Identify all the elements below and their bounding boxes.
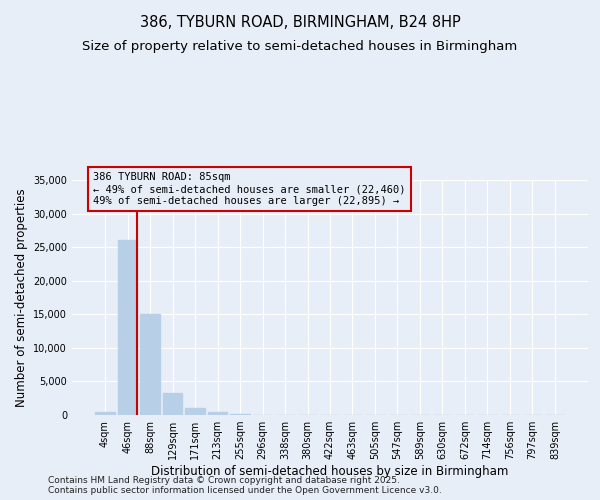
Text: 386, TYBURN ROAD, BIRMINGHAM, B24 8HP: 386, TYBURN ROAD, BIRMINGHAM, B24 8HP bbox=[140, 15, 460, 30]
Bar bbox=[95, 412, 115, 415]
Bar bbox=[118, 240, 137, 415]
Text: Size of property relative to semi-detached houses in Birmingham: Size of property relative to semi-detach… bbox=[82, 40, 518, 53]
Text: Contains HM Land Registry data © Crown copyright and database right 2025.
Contai: Contains HM Land Registry data © Crown c… bbox=[48, 476, 442, 495]
X-axis label: Distribution of semi-detached houses by size in Birmingham: Distribution of semi-detached houses by … bbox=[151, 465, 509, 478]
Bar bbox=[230, 414, 250, 415]
Bar bbox=[140, 314, 160, 415]
Text: 386 TYBURN ROAD: 85sqm
← 49% of semi-detached houses are smaller (22,460)
49% of: 386 TYBURN ROAD: 85sqm ← 49% of semi-det… bbox=[93, 172, 406, 206]
Bar bbox=[208, 412, 227, 415]
Bar bbox=[163, 393, 182, 415]
Y-axis label: Number of semi-detached properties: Number of semi-detached properties bbox=[14, 188, 28, 407]
Bar bbox=[185, 408, 205, 415]
